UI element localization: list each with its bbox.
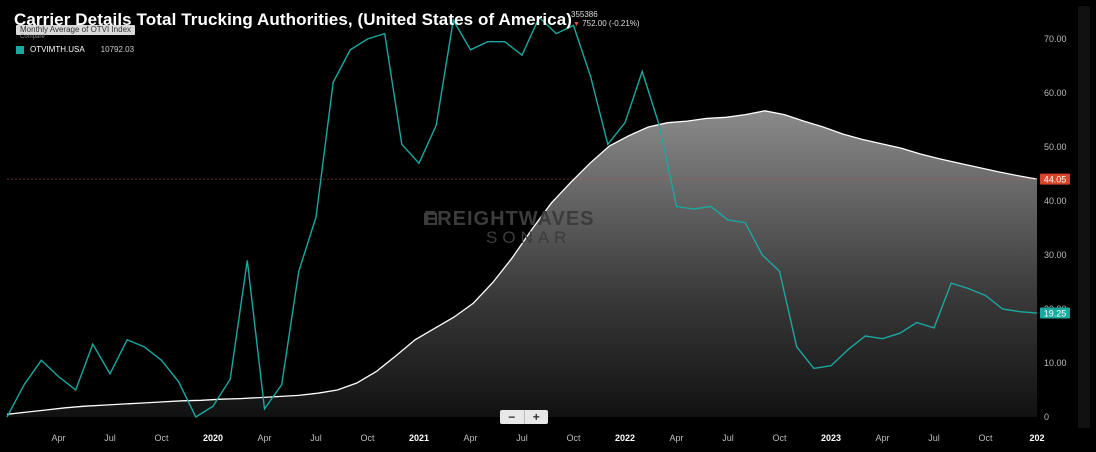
x-tick-label: Oct [566, 433, 581, 443]
white-series-line [6, 110, 1038, 415]
headline-change-text: 752.00 (-0.21%) [582, 19, 640, 28]
teal-last-value-label: 19.25 [1044, 309, 1067, 319]
x-tick-label: Apr [257, 433, 271, 443]
white-last-value-label: 44.05 [1044, 175, 1067, 185]
y-tick-label: 30.00 [1044, 250, 1067, 260]
x-tick-label: Jul [928, 433, 940, 443]
x-tick-label: Apr [51, 433, 65, 443]
headline-change: ▼ 752.00 (-0.21%) [573, 19, 640, 28]
series-legend-row[interactable]: OTVIMTH.USA 10792.03 [16, 45, 134, 54]
x-tick-label: 2023 [821, 433, 841, 443]
zoom-in-button[interactable]: + [532, 410, 540, 424]
x-tick-label: 2020 [203, 433, 223, 443]
white-series-area [7, 110, 1037, 418]
x-tick-label: Jul [722, 433, 734, 443]
teal-series-line [6, 16, 1038, 419]
x-tick-label: Oct [154, 433, 169, 443]
watermark-logo-icon [424, 213, 437, 225]
y-tick-label: 10.00 [1044, 358, 1067, 368]
x-tick-label: Oct [772, 433, 787, 443]
x-tick-label: 2022 [615, 433, 635, 443]
x-tick-label: 202 [1029, 433, 1044, 443]
down-arrow-icon: ▼ [573, 21, 580, 28]
x-tick-label: Apr [875, 433, 889, 443]
watermark-line2: SONAR [486, 228, 572, 247]
y-tick-label: 60.00 [1044, 88, 1067, 98]
y-tick-label: 50.00 [1044, 142, 1067, 152]
x-tick-label: Apr [669, 433, 683, 443]
y-tick-label: 0 [1044, 412, 1049, 422]
x-tick-label: Apr [463, 433, 477, 443]
watermark-line1: FREIGHTWAVES [424, 208, 595, 230]
x-tick-label: Oct [978, 433, 993, 443]
right-edge-panel [1078, 6, 1090, 428]
series-value: 10792.03 [100, 45, 135, 54]
x-tick-label: Oct [360, 433, 375, 443]
y-tick-label: 40.00 [1044, 196, 1067, 206]
x-tick-label: 2021 [409, 433, 429, 443]
x-tick-label: Jul [104, 433, 116, 443]
x-tick-label: Jul [310, 433, 322, 443]
y-tick-label: 70.00 [1044, 34, 1067, 44]
series-code: OTVIMTH.USA [30, 45, 85, 54]
x-tick-label: Jul [516, 433, 528, 443]
compare-series-label[interactable]: Monthly Average of OTVI Index [16, 25, 136, 35]
zoom-control[interactable]: − + [500, 410, 548, 424]
compare-sub-label: Compare [20, 34, 45, 40]
chart-title: Carrier Details Total Trucking Authoriti… [14, 10, 573, 29]
teal-last-value-tag [1040, 307, 1070, 319]
teal-swatch-icon [16, 45, 24, 54]
white-last-value-tag [1040, 173, 1070, 185]
zoom-out-button[interactable]: − [500, 410, 525, 424]
headline-value: 355386 [571, 10, 598, 19]
